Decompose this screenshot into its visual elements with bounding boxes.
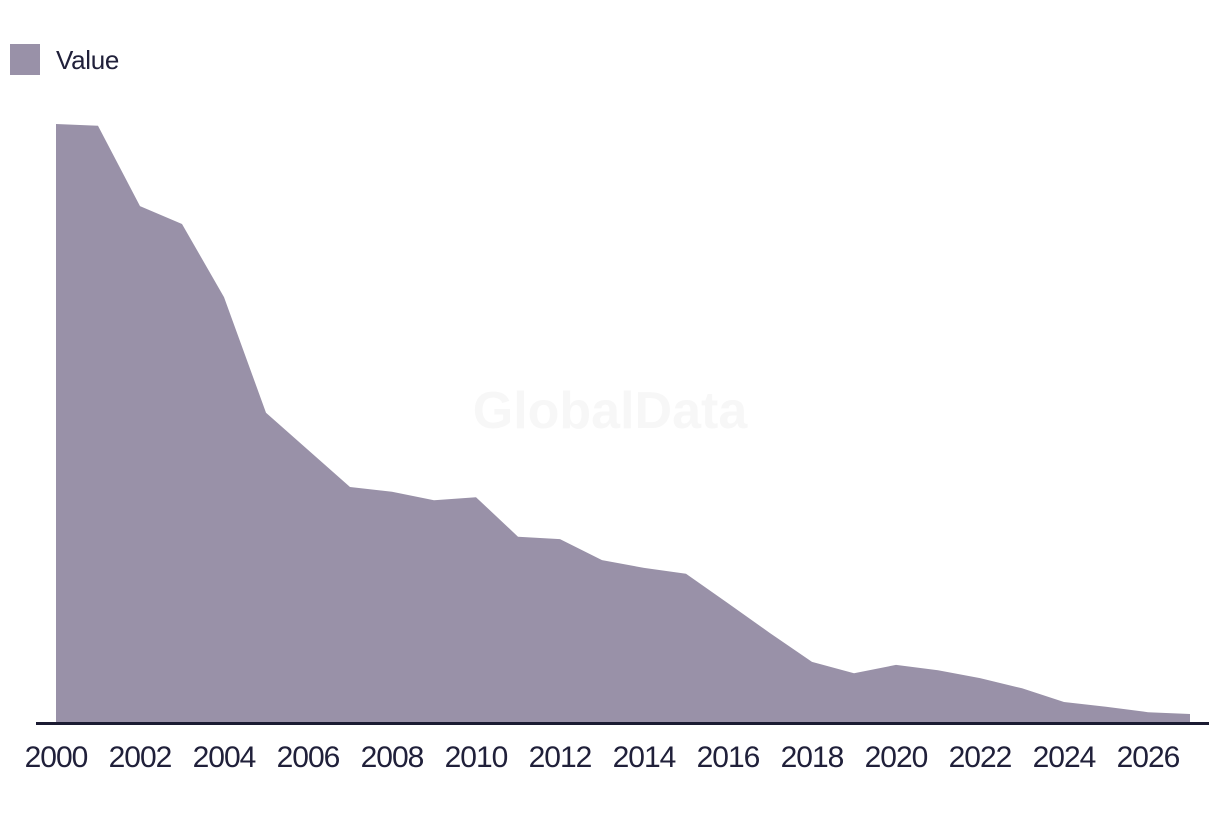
x-axis-tick-label: 2016 (697, 741, 760, 774)
x-axis-tick-label: 2004 (193, 741, 256, 774)
legend-swatch-value[interactable] (10, 44, 40, 75)
x-axis-tick-label: 2024 (1033, 741, 1096, 774)
x-axis-tick-labels: 2000 2002 2004 2006 2008 2010 2012 2014 2016 2018… (25, 741, 1181, 774)
x-axis-tick-label: 2012 (529, 741, 592, 774)
x-axis-tick-label: 2000 (25, 741, 88, 774)
legend-label-value[interactable]: Value (56, 44, 120, 75)
x-axis-tick-label: 2026 (1117, 741, 1180, 774)
legend: Value (10, 44, 119, 75)
value-area-series (56, 124, 1190, 723)
x-axis-tick-label: 2010 (445, 741, 508, 774)
x-axis-tick-label: 2002 (109, 741, 172, 774)
x-axis-tick-label: 2014 (613, 741, 676, 774)
x-axis-tick-label: 2008 (361, 741, 424, 774)
x-axis-tick-label: 2006 (277, 741, 340, 774)
x-axis-tick-label: 2022 (949, 741, 1012, 774)
x-axis-tick-label: 2020 (865, 741, 928, 774)
x-axis-tick-label: 2018 (781, 741, 844, 774)
